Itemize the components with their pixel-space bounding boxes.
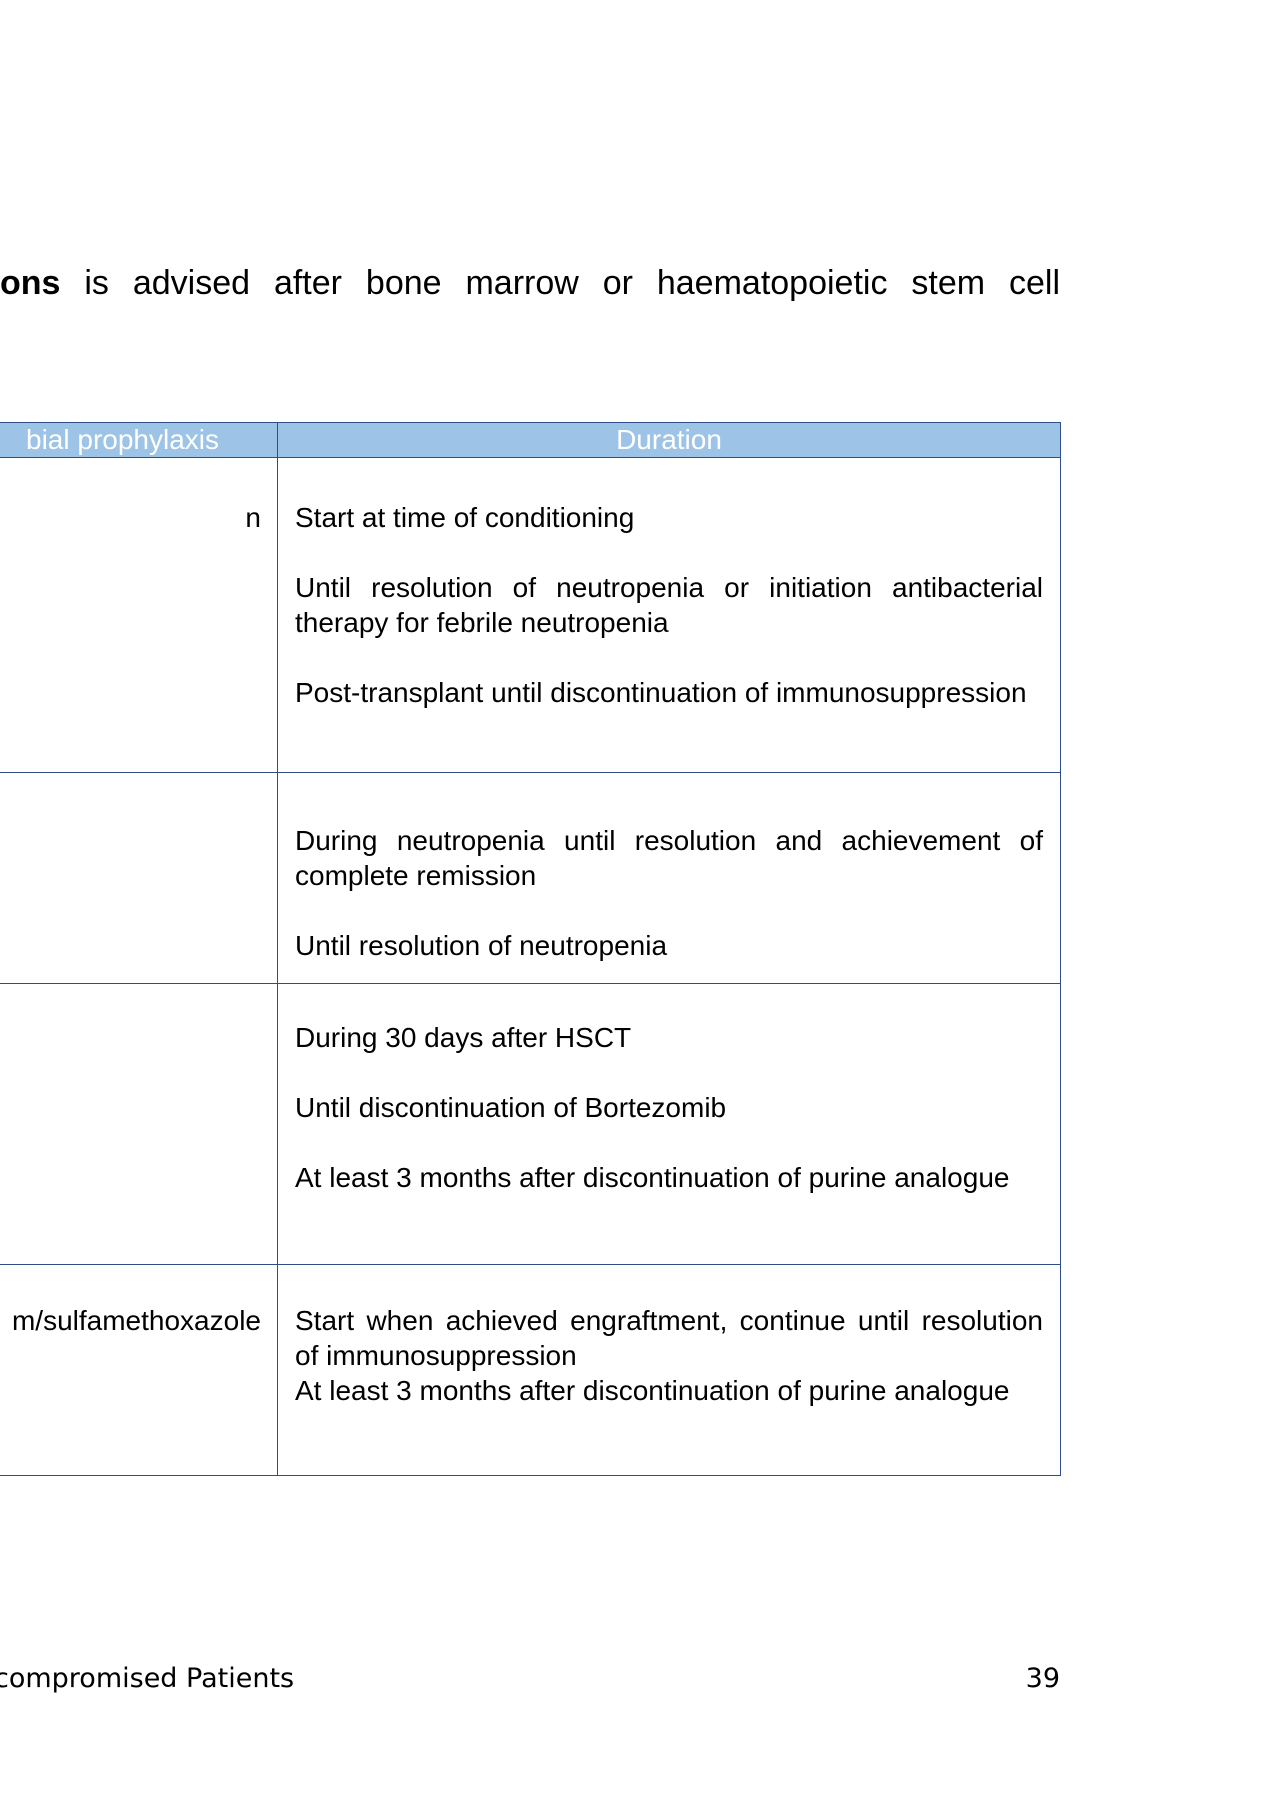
duration-line: Until resolution of neutropenia or initi… <box>295 572 1043 638</box>
duration-line: At least 3 months after discontinuation … <box>295 1162 1010 1193</box>
agent-cell: m/sulfamethoxazole <box>0 1264 278 1476</box>
page-number: 39 <box>1025 1663 1060 1694</box>
duration-cell: Start at time of conditioning Until reso… <box>277 457 1061 773</box>
agent-cell: n <box>0 457 278 773</box>
duration-line: During neutropenia until resolution and … <box>295 825 1043 891</box>
intro-text: is advised after bone marrow or haematop… <box>60 264 1060 302</box>
duration-line: At least 3 months after discontinuation … <box>295 1375 1010 1406</box>
table-row: During 30 days after HSCT Until disconti… <box>0 983 1061 1265</box>
agent-cell <box>0 772 278 984</box>
agent-cell <box>0 983 278 1265</box>
duration-cell: During neutropenia until resolution and … <box>277 772 1061 984</box>
intro-bold-term: ons <box>0 264 61 302</box>
duration-line: During 30 days after HSCT <box>295 1022 632 1053</box>
intro-paragraph: ons is advised after bone marrow or haem… <box>0 259 1060 307</box>
header-duration: Duration <box>277 422 1061 458</box>
prophylaxis-duration-table: bial prophylaxis Duration n Start at tim… <box>0 422 1061 1476</box>
duration-cell: During 30 days after HSCT Until disconti… <box>277 983 1061 1265</box>
header-prophylaxis: bial prophylaxis <box>0 422 278 458</box>
duration-line: Until discontinuation of Bortezomib <box>295 1092 727 1123</box>
table-row: m/sulfamethoxazole Start when achieved e… <box>0 1264 1061 1476</box>
table-row: n Start at time of conditioning Until re… <box>0 457 1061 773</box>
duration-line: Until resolution of neutropenia <box>295 930 668 961</box>
footer-title: compromised Patients <box>0 1663 295 1694</box>
duration-line: Start at time of conditioning <box>295 502 635 533</box>
duration-line: Post-transplant until discontinuation of… <box>295 677 1027 708</box>
duration-line: Start when achieved engraftment, continu… <box>295 1305 1043 1371</box>
duration-cell: Start when achieved engraftment, continu… <box>277 1264 1061 1476</box>
table-header-row: bial prophylaxis Duration <box>0 422 1061 458</box>
table-row: During neutropenia until resolution and … <box>0 772 1061 984</box>
